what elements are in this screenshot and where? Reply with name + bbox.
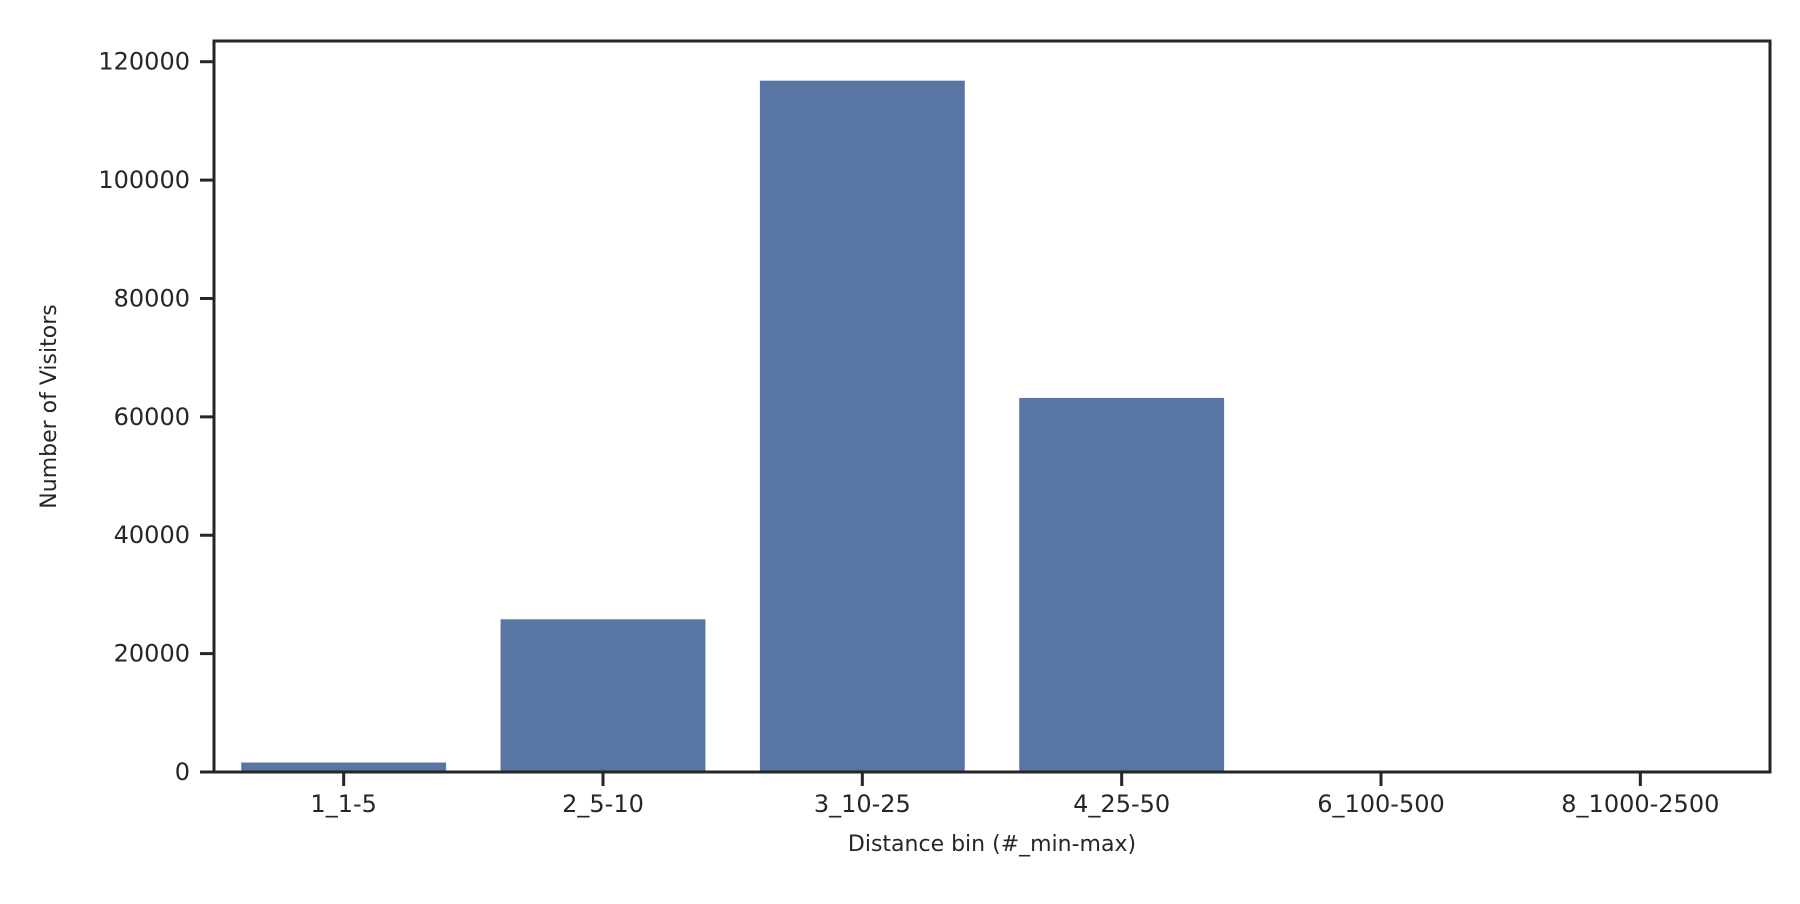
- y-tick-label: 20000: [114, 640, 190, 668]
- y-tick-label: 60000: [114, 403, 190, 431]
- x-tick-label: 1_1-5: [310, 790, 376, 818]
- y-tick-label: 100000: [98, 166, 190, 194]
- x-tick-label: 8_1000-2500: [1561, 790, 1719, 818]
- bars-group: [241, 80, 1225, 772]
- bar-4_25-50: [1019, 397, 1225, 772]
- y-tick-label: 40000: [114, 521, 190, 549]
- x-axis: 1_1-5 2_5-10 3_10-25 4_25-50 6_100-500 8_1000…: [310, 772, 1719, 818]
- y-tick-label: 0: [175, 758, 190, 786]
- x-axis-label: Distance bin (#_min-max): [848, 832, 1136, 857]
- plot-frame: [212, 39, 1772, 774]
- y-axis: 0 20000 40000 60000 80000 100000 120000: [98, 48, 214, 786]
- bar-2_5-10: [500, 619, 706, 772]
- x-tick-label: 3_10-25: [814, 790, 911, 818]
- bar-1_1-5: [241, 762, 447, 772]
- y-tick-label: 80000: [114, 284, 190, 312]
- y-tick-label: 120000: [98, 48, 190, 76]
- bar-3_10-25: [759, 80, 965, 772]
- y-axis-label: Number of Visitors: [37, 304, 62, 508]
- x-tick-label: 4_25-50: [1073, 790, 1170, 818]
- x-tick-label: 2_5-10: [562, 790, 644, 818]
- x-tick-label: 6_100-500: [1317, 790, 1445, 818]
